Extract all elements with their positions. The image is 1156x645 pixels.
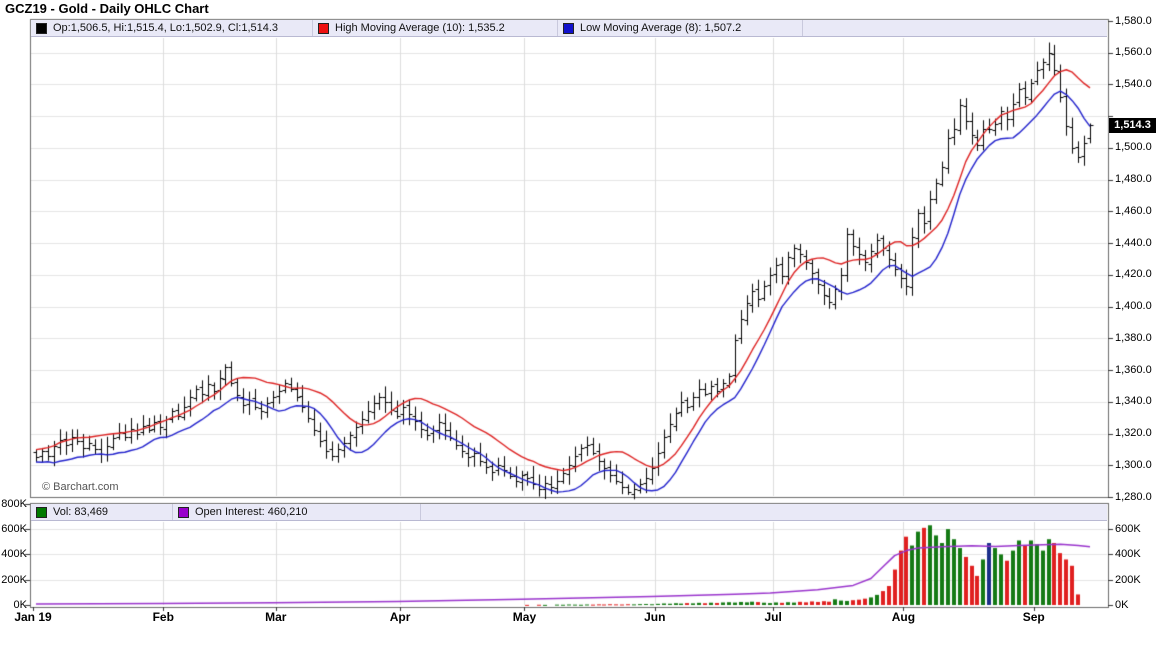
volume-axis-left-label: 400K [1, 548, 27, 561]
price-axis-label: 1,460.0 [1115, 204, 1152, 217]
legend-open-interest-label: Open Interest: 460,210 [195, 506, 308, 518]
x-axis-month-label: Jul [764, 610, 782, 624]
price-axis-label: 1,560.0 [1115, 46, 1152, 59]
price-axis-label: 1,300.0 [1115, 458, 1152, 471]
price-axis-label: 1,420.0 [1115, 268, 1152, 281]
watermark: © Barchart.com [42, 481, 119, 493]
price-axis-label: 1,380.0 [1115, 331, 1152, 344]
price-axis-label: 1,440.0 [1115, 236, 1152, 249]
legend-item-open-interest: Open Interest: 460,210 [173, 504, 421, 520]
price-axis-label: 1,320.0 [1115, 427, 1152, 440]
price-axis-label: 1,280.0 [1115, 490, 1152, 503]
x-axis-month-label: May [512, 610, 537, 624]
legend-item-high-ma: High Moving Average (10): 1,535.2 [313, 20, 558, 36]
x-axis-month-label: Jan 19 [14, 610, 52, 624]
price-axis-label: 1,340.0 [1115, 395, 1152, 408]
last-price-flag: 1,514.3 [1109, 117, 1156, 133]
volume-axis-right-label: 600K [1115, 523, 1141, 536]
volume-axis-left-label: 200K [1, 573, 27, 586]
legend-low-ma-label: Low Moving Average (8): 1,507.2 [580, 22, 742, 34]
volume-axis-left-label: 0K [13, 599, 27, 611]
x-axis-month-label: Jun [644, 610, 666, 624]
volume-axis-left-label: 600K [1, 523, 27, 536]
price-axis-label: 1,360.0 [1115, 363, 1152, 376]
price-axis-label: 1,400.0 [1115, 300, 1152, 313]
x-axis-month-label: Feb [152, 610, 174, 624]
volume-axis-right-label: 200K [1115, 573, 1141, 586]
price-legend-strip: Op:1,506.5, Hi:1,515.4, Lo:1,502.9, Cl:1… [31, 20, 1107, 37]
high-ma-swatch-icon [318, 22, 329, 34]
x-axis-month-label: Aug [891, 610, 916, 624]
volume-swatch-icon [36, 506, 47, 518]
legend-item-ohlc: Op:1,506.5, Hi:1,515.4, Lo:1,502.9, Cl:1… [31, 20, 313, 36]
volume-axis-left-label: 800K [1, 497, 27, 510]
volume-axis-right-label: 0K [1115, 599, 1129, 611]
price-axis-label: 1,500.0 [1115, 141, 1152, 154]
legend-ohlc-label: Op:1,506.5, Hi:1,515.4, Lo:1,502.9, Cl:1… [53, 22, 279, 34]
price-axis-label: 1,480.0 [1115, 173, 1152, 186]
low-ma-swatch-icon [563, 22, 574, 34]
legend-high-ma-label: High Moving Average (10): 1,535.2 [335, 22, 505, 34]
legend-volume-label: Vol: 83,469 [53, 506, 109, 518]
volume-legend-strip: Vol: 83,469 Open Interest: 460,210 [31, 504, 1107, 521]
legend-item-volume: Vol: 83,469 [31, 504, 173, 520]
legend-item-low-ma: Low Moving Average (8): 1,507.2 [558, 20, 803, 36]
x-axis-month-label: Sep [1022, 610, 1045, 624]
open-interest-swatch-icon [178, 506, 189, 518]
x-axis-month-label: Apr [389, 610, 411, 624]
price-axis-label: 1,540.0 [1115, 77, 1152, 90]
page-title: GCZ19 - Gold - Daily OHLC Chart [5, 1, 209, 16]
volume-axis-right-label: 400K [1115, 548, 1141, 561]
price-axis-label: 1,580.0 [1115, 14, 1152, 27]
x-axis-month-label: Mar [265, 610, 287, 624]
ohlc-swatch-icon [36, 22, 47, 34]
